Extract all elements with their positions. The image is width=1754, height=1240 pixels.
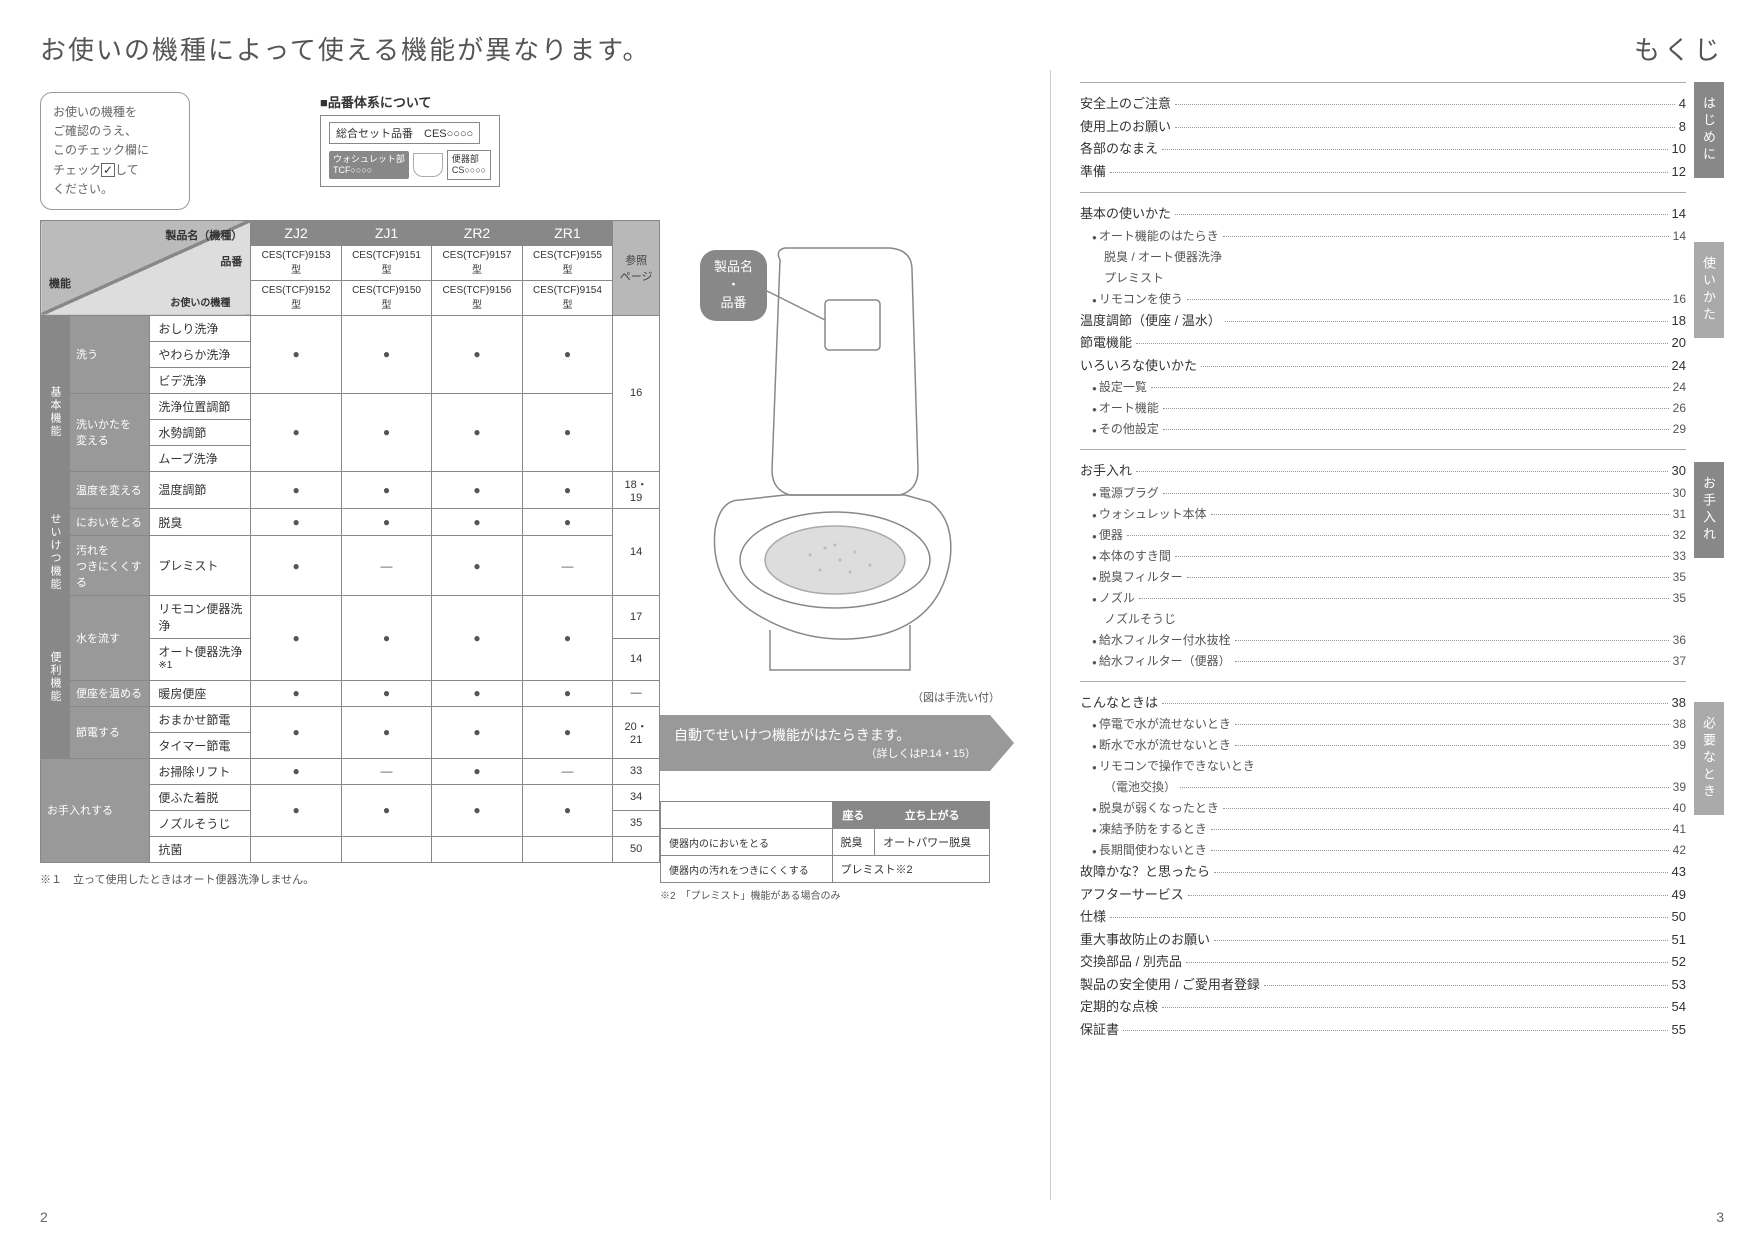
table-of-contents: 安全上のご注意4使用上のお願い8各部のなまえ10準備12基本の使いかた14オート… xyxy=(1080,82,1686,1050)
toc-section-tabs: はじめに 使いかた お手入れ 必要なとき xyxy=(1694,82,1724,1050)
check-instruction-bubble: お使いの機種をご確認のうえ、このチェック欄にチェックしてください。 xyxy=(40,92,190,210)
toc-title: もくじ xyxy=(1080,30,1724,67)
auto-clean-banner: 自動でせいけつ機能がはたらきます。 （詳しくはP.14・15） xyxy=(660,715,990,771)
product-label-callout: 製品名・品番 xyxy=(700,250,767,321)
main-title: お使いの機種によって使える機能が異なります。 xyxy=(40,30,1040,67)
part-number-diagram: ■品番体系について 総合セット品番 CES○○○○ ウォシュレット部TCF○○○… xyxy=(320,92,500,187)
page-number-right: 3 xyxy=(1716,1209,1724,1225)
page-number-left: 2 xyxy=(40,1209,48,1225)
action-table: 座る立ち上がる 便器内のにおいをとる脱臭オートパワー脱臭 便器内の汚れをつきにく… xyxy=(660,801,990,883)
footnote-2: ※2 「プレミスト」機能がある場合のみ xyxy=(660,887,1030,902)
illustration-caption: （図は手洗い付） xyxy=(660,689,1000,705)
feature-comparison-table: 製品名（機種） 品番 機能 お使いの機種 ZJ2 ZJ1 ZR2 ZR1 参照ペ… xyxy=(40,220,660,863)
